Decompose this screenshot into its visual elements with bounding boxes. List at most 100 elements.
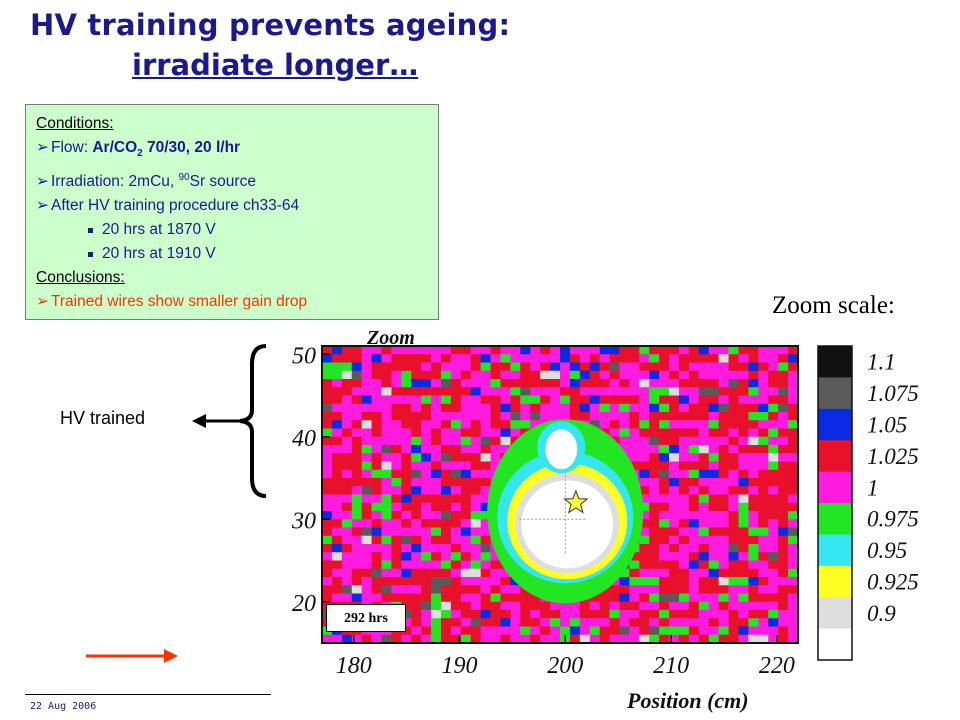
heatmap-cell <box>441 502 452 512</box>
heatmap-cell <box>728 511 739 520</box>
heatmap-cell <box>470 519 481 528</box>
heatmap-cell <box>480 478 491 487</box>
heatmap-cell <box>599 387 610 396</box>
heatmap-cell <box>381 403 392 413</box>
heatmap-cell <box>728 486 739 495</box>
heatmap-cell <box>530 593 541 603</box>
heatmap-cell <box>679 618 690 627</box>
heatmap-cell <box>688 502 700 512</box>
heatmap-cell <box>728 395 739 405</box>
heatmap-cell <box>421 593 432 603</box>
heatmap-cell <box>331 354 343 363</box>
heatmap-cell <box>421 469 432 479</box>
heatmap-cell <box>520 593 531 603</box>
y-tick-label: 50 <box>292 343 316 369</box>
heatmap-cell <box>540 387 551 396</box>
heatmap-cell <box>460 527 472 537</box>
colorbar: 1.1 1.075 1.05 1.025 1 0.975 0.95 0.925 0.9 <box>817 345 919 661</box>
heatmap-cell <box>629 618 640 627</box>
heatmap-cell <box>639 502 650 512</box>
heatmap-cell <box>450 535 462 545</box>
heatmap-cell <box>659 469 670 479</box>
heatmap-cell <box>599 420 610 429</box>
heatmap-cell <box>361 486 372 495</box>
heatmap-cell <box>748 379 759 388</box>
heatmap-cell <box>788 478 799 487</box>
heatmap-cell <box>460 502 472 512</box>
heatmap-cell <box>411 370 422 380</box>
heatmap-cell <box>331 387 343 396</box>
heatmap-cell <box>718 552 729 561</box>
heatmap-cell <box>510 387 521 396</box>
heatmap-cell <box>470 527 481 537</box>
heatmap-cell <box>322 403 333 413</box>
heatmap-cell <box>768 354 779 363</box>
heatmap-cell <box>688 618 700 627</box>
heatmap-cell <box>450 453 462 462</box>
heatmap-cell <box>401 568 412 578</box>
heatmap-cell <box>421 502 432 512</box>
heatmap-cell <box>470 552 481 561</box>
heatmap-cell <box>391 412 402 421</box>
heatmap-cell <box>351 494 362 504</box>
heatmap-cell <box>441 552 452 561</box>
heatmap-cell <box>421 494 432 504</box>
heatmap-cell <box>431 420 442 429</box>
heatmap-cell <box>450 511 462 520</box>
heatmap-cell <box>470 412 481 421</box>
heatmap-cell <box>748 618 759 627</box>
heatmap-cell <box>738 445 749 454</box>
heatmap-cell <box>738 362 749 372</box>
heatmap-cell <box>589 387 600 396</box>
heatmap-cell <box>629 593 640 603</box>
heatmap-cell <box>391 494 402 504</box>
heatmap-cell <box>718 379 729 388</box>
heatmap-cell <box>738 502 749 512</box>
heatmap-cell <box>470 610 481 619</box>
heatmap-cell <box>649 354 660 363</box>
heatmap-cell <box>629 453 640 462</box>
heatmap-cell <box>381 469 392 479</box>
heatmap-cell <box>649 577 660 586</box>
heatmap-cell <box>480 593 491 603</box>
heatmap-cell <box>490 420 501 429</box>
heatmap-cell <box>718 511 729 520</box>
heatmap-cell <box>411 354 422 363</box>
heatmap-cell <box>490 395 501 405</box>
heatmap-cell <box>361 527 372 537</box>
heatmap-cell <box>758 544 769 553</box>
heatmap-cell <box>589 420 600 429</box>
heatmap-cell <box>708 428 719 438</box>
heatmap-cell <box>470 577 481 586</box>
heatmap-cell <box>778 544 789 553</box>
heatmap-cell <box>381 379 392 388</box>
heatmap-cell <box>441 412 452 421</box>
heatmap-cell <box>450 577 462 586</box>
heatmap-cell <box>520 387 531 396</box>
heatmap-cell <box>460 486 472 495</box>
heatmap-cell <box>649 478 660 487</box>
heatmap-cell <box>718 436 729 446</box>
heatmap-cell <box>718 560 729 570</box>
gain-heatmap-chart: 180 190 200 210 220 20 30 40 50 1.1 1.075 1.05 1.02… <box>272 320 944 720</box>
heatmap-cell <box>728 626 739 636</box>
heatmap-cell <box>351 403 362 413</box>
heatmap-cell <box>659 527 670 537</box>
heatmap-cell <box>708 618 719 627</box>
heatmap-cell <box>500 585 511 594</box>
heatmap-cell <box>728 610 739 619</box>
heatmap-cell <box>391 445 402 454</box>
heatmap-cell <box>629 610 640 619</box>
heatmap-cell <box>599 379 610 388</box>
heatmap-cell <box>480 519 491 528</box>
heatmap-cell <box>460 610 472 619</box>
heatmap-cell <box>381 428 392 438</box>
x-axis-label: Position (cm) <box>626 688 749 713</box>
heatmap-cell <box>659 412 670 421</box>
heatmap-cell <box>778 420 789 429</box>
heatmap-cell <box>401 370 412 380</box>
heatmap-cell <box>322 453 333 462</box>
heatmap-cell <box>500 626 511 636</box>
heatmap-cell <box>669 362 680 372</box>
heatmap-cell <box>748 626 759 636</box>
